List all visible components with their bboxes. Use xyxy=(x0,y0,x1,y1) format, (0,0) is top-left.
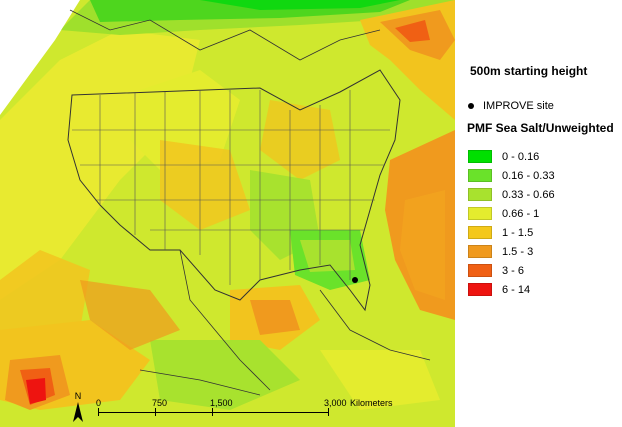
improve-site-legend: IMPROVE site xyxy=(468,100,554,112)
legend-swatch xyxy=(468,169,492,182)
legend-swatch xyxy=(468,150,492,163)
scale-label-750: 750 xyxy=(152,398,168,408)
legend-item: 0.16 - 0.33 xyxy=(468,166,555,185)
legend-label: 0.33 - 0.66 xyxy=(502,188,555,201)
legend-classes: 0 - 0.16 0.16 - 0.33 0.33 - 0.66 0.66 - … xyxy=(468,147,555,299)
legend-item: 1 - 1.5 xyxy=(468,223,555,242)
scale-label-1500: 1,500 xyxy=(210,398,233,408)
legend-swatch xyxy=(468,188,492,201)
legend-item: 0.66 - 1 xyxy=(468,204,555,223)
north-label: N xyxy=(75,391,82,401)
improve-site-marker[interactable] xyxy=(352,277,358,283)
legend-swatch xyxy=(468,207,492,220)
legend-label: 0.66 - 1 xyxy=(502,207,540,220)
coastlines xyxy=(69,9,431,396)
legend-swatch xyxy=(468,264,492,277)
scale-line xyxy=(98,412,328,413)
sea-salt-map xyxy=(0,0,455,427)
concentration-field xyxy=(0,0,455,427)
legend-label: 0.16 - 0.33 xyxy=(502,169,555,182)
legend-swatch xyxy=(468,283,492,296)
us-outline xyxy=(67,69,401,312)
legend-label: 6 - 14 xyxy=(502,283,531,296)
height-title: 500m starting height xyxy=(470,64,588,78)
scale-tick xyxy=(212,408,213,416)
legend-item: 0.33 - 0.66 xyxy=(468,185,555,204)
legend-swatch xyxy=(468,245,492,258)
north-arrow-icon: N xyxy=(73,391,83,422)
scale-label-3000: 3,000 xyxy=(324,398,347,408)
legend-item: 0 - 0.16 xyxy=(468,147,555,166)
scale-tick xyxy=(98,408,99,416)
scale-label-0: 0 xyxy=(96,398,102,408)
scale-tick xyxy=(155,408,156,416)
legend-label: 3 - 6 xyxy=(502,264,525,277)
scale-bar: 0 750 1,500 3,000 Kilometers xyxy=(92,398,452,426)
legend-label: 1 - 1.5 xyxy=(502,226,534,239)
legend-item: 1.5 - 3 xyxy=(468,242,555,261)
legend-label: 0 - 0.16 xyxy=(502,150,540,163)
scale-tick xyxy=(328,408,329,416)
state-boundaries xyxy=(72,90,390,285)
improve-site-label: IMPROVE site xyxy=(483,100,554,112)
legend-item: 6 - 14 xyxy=(468,280,555,299)
scale-unit: Kilometers xyxy=(350,398,393,408)
legend-swatch xyxy=(468,226,492,239)
improve-site-dot-icon xyxy=(468,103,474,109)
layer-title: PMF Sea Salt/Unweighted xyxy=(467,121,614,135)
legend-label: 1.5 - 3 xyxy=(502,245,534,258)
legend-item: 3 - 6 xyxy=(468,261,555,280)
